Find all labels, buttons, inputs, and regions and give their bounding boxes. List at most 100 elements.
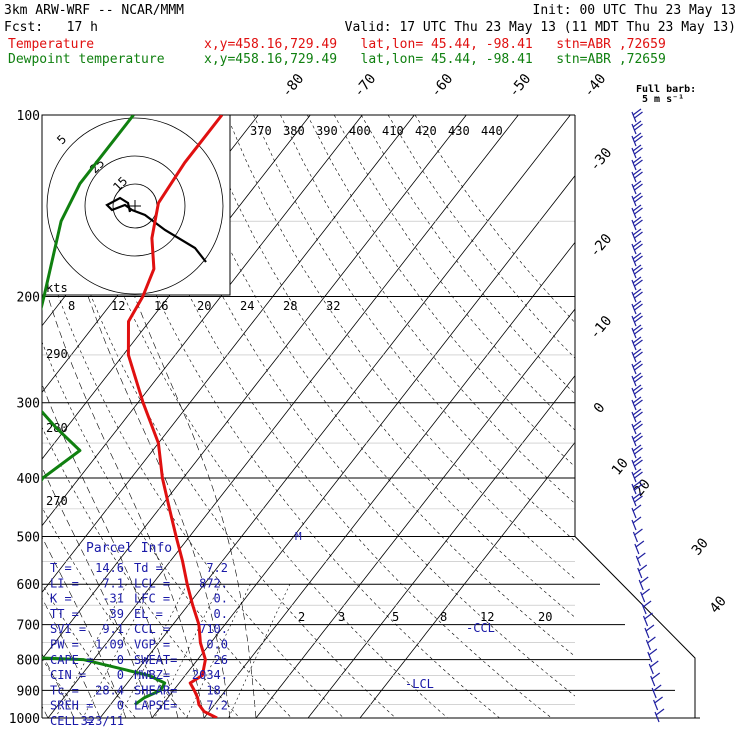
pressure-tick-label: 300	[17, 397, 40, 412]
wind-barb	[631, 303, 637, 315]
parcel-param-label: PW =	[50, 638, 79, 652]
parcel-param-label: SHEAR=	[134, 683, 177, 697]
hodograph-ring	[46, 117, 224, 295]
parcel-param-label: SVI =	[50, 622, 86, 636]
parcel-param-label: SWEAT=	[134, 653, 177, 667]
wind-barb-flag	[632, 324, 642, 332]
melting-level-marker: M	[295, 530, 302, 543]
parcel-param-value: 9.1	[102, 622, 124, 636]
dry-adiabat	[360, 115, 575, 395]
temperature-trace	[126, 115, 224, 718]
parcel-info-panel: Parcel Info T = 14.6 Td = 7.2 LI = 7.1 LCL = 872…	[50, 541, 228, 728]
pressure-tick-label: 600	[17, 578, 40, 593]
parcel-param-value: 39	[110, 607, 124, 621]
wind-barb	[631, 315, 637, 327]
wind-barb-flag	[639, 576, 649, 584]
wind-barb	[631, 375, 637, 387]
isotherm	[307, 375, 575, 718]
isotherm	[203, 241, 575, 718]
wind-barb	[631, 459, 637, 471]
wind-barb-flag	[632, 396, 642, 404]
wind-barb	[631, 435, 637, 447]
wind-barb-flag	[642, 600, 652, 608]
isotherm-label: 10	[609, 455, 632, 478]
temperature-station-info: x,y=458.16,729.49 lat,lon= 45.44, -98.41…	[204, 37, 666, 52]
wind-barb-flag	[634, 459, 643, 467]
wind-barb	[631, 363, 637, 375]
wind-barb-flag	[652, 684, 662, 692]
wind-barb	[631, 207, 637, 219]
parcel-param-value: 0	[117, 699, 124, 713]
wind-barb-flag	[632, 444, 642, 452]
parcel-param-value: 0	[117, 653, 124, 667]
wind-barb	[631, 135, 637, 147]
wind-barb-flag	[632, 456, 642, 464]
parcel-param-value: 323/11	[81, 714, 124, 728]
pressure-tick-label: 1000	[9, 712, 40, 727]
wind-barb	[631, 267, 637, 279]
parcel-param-value: 0.0	[206, 638, 228, 652]
wind-barb	[631, 447, 637, 459]
mixing-ratio-label: 3	[338, 610, 345, 624]
model-title: 3km ARW-WRF -- NCAR/MMM	[4, 3, 185, 18]
hodograph-trace	[105, 196, 207, 263]
wind-barb-flag	[632, 468, 642, 476]
wind-barb	[631, 243, 637, 255]
wind-barb-flag	[634, 351, 643, 359]
wind-barb	[631, 339, 637, 351]
wind-barb-flag	[632, 144, 642, 152]
theta-label-left: 290	[46, 347, 68, 361]
parcel-info-title: Parcel Info	[86, 541, 172, 556]
parcel-param-label: CELL =	[50, 714, 93, 728]
theta-label: 370	[250, 124, 272, 138]
wind-barb-flag	[634, 339, 643, 347]
wind-barb-flag	[634, 123, 643, 131]
wind-barb-flag	[634, 267, 643, 275]
mixing-ratio-label: 12	[480, 610, 494, 624]
wind-barb-flag	[634, 243, 643, 251]
parcel-param-label: SREH =	[50, 699, 93, 713]
wind-barb-flag	[632, 276, 642, 284]
dry-adiabat	[414, 115, 575, 324]
hodograph-axis-label: 16	[154, 299, 168, 313]
isotherm-label: -40	[581, 71, 610, 101]
pressure-tick-label: 800	[17, 654, 40, 669]
wind-barb-flag	[632, 480, 642, 488]
wind-barb	[631, 195, 637, 207]
wind-barb-flag	[634, 327, 643, 335]
wind-barb-flag	[632, 288, 642, 296]
wind-barb	[638, 579, 644, 591]
barb-legend-units: 5 m s⁻¹	[642, 94, 684, 105]
forecast-hour: Fcst: 17 h	[4, 20, 98, 35]
mixing-ratio-line	[154, 584, 221, 718]
wind-barb	[631, 351, 637, 363]
isotherm-label: -10	[587, 313, 616, 343]
theta-label: 380	[283, 124, 305, 138]
lcl-marker: -LCL	[405, 677, 434, 691]
wind-barb-flag	[644, 612, 653, 620]
barb-legend-title: Full barb:	[636, 84, 696, 95]
wind-barb-flag	[634, 171, 643, 179]
wind-barb-flag	[636, 552, 646, 560]
mixing-ratio-label: 8	[440, 610, 447, 624]
wind-barb-flag	[635, 540, 645, 548]
wind-barb	[631, 147, 637, 159]
wind-barb-flag	[634, 231, 643, 239]
wind-barb	[631, 411, 637, 423]
wind-barb	[631, 279, 637, 291]
theta-label-left: 270	[46, 494, 68, 508]
parcel-param-label: T =	[50, 561, 72, 575]
wind-barb-flag	[632, 420, 642, 428]
wind-barb	[631, 255, 637, 267]
wind-barb-flag	[634, 375, 643, 383]
wind-barb-flag	[632, 516, 642, 524]
parcel-param-value: 0.	[214, 592, 228, 606]
mixing-ratio-label: 2	[298, 610, 305, 624]
wind-barb-flag	[634, 435, 643, 443]
moist-adiabat	[42, 383, 179, 718]
pressure-tick-label: 500	[17, 530, 40, 545]
wind-barb-flag	[634, 387, 643, 395]
parcel-param-label: LI =	[50, 576, 79, 590]
wind-barb	[631, 399, 637, 411]
theta-label: 430	[448, 124, 470, 138]
